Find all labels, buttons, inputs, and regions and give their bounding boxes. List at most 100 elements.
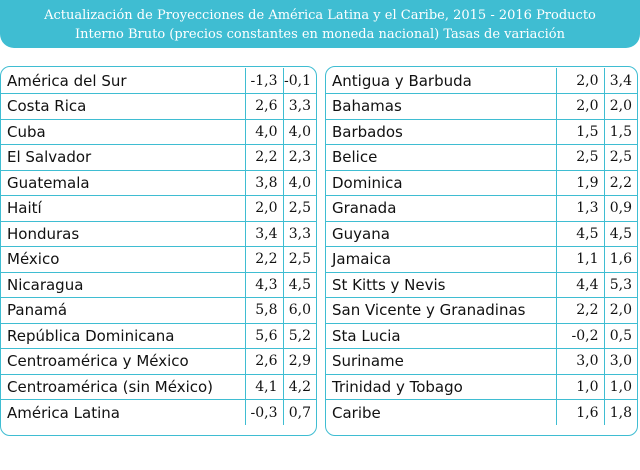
value-2015: 1,5: [555, 119, 604, 145]
value-2016: 3,4: [603, 68, 637, 94]
country-name: República Dominicana: [1, 323, 245, 349]
table-row: Caribe 1,6 1,8: [326, 399, 637, 425]
right-table: Antigua y Barbuda 2,0 3,4 Bahamas 2,0 2,0 Barb…: [326, 68, 637, 425]
country-name: Sta Lucia: [326, 323, 556, 349]
country-name: América del Sur: [1, 68, 245, 94]
value-2016: 1,6: [603, 246, 637, 273]
country-name: Trinidad y Tobago: [326, 374, 556, 400]
country-name: México: [1, 246, 245, 273]
value-2016: -0,1: [282, 68, 316, 94]
table-row: México 2,2 2,5: [1, 246, 316, 273]
country-name: Suriname: [326, 348, 556, 375]
value-2015: 5,6: [244, 323, 283, 349]
table-row: Guatemala 3,8 4,0: [1, 170, 316, 196]
value-2015: 1,0: [555, 374, 604, 400]
table-row: Sta Lucia -0,2 0,5: [326, 323, 637, 349]
value-2015: 2,5: [555, 144, 604, 171]
table-row: Centroamérica y México 2,6 2,9: [1, 348, 316, 375]
value-2015: 4,1: [244, 374, 283, 400]
value-2016: 2,9: [282, 348, 316, 375]
country-name: Bahamas: [326, 93, 556, 120]
value-2015: 1,6: [555, 399, 604, 425]
value-2016: 3,3: [282, 221, 316, 247]
value-2016: 4,5: [603, 221, 637, 247]
value-2015: 4,5: [555, 221, 604, 247]
value-2016: 4,0: [282, 119, 316, 145]
table-row: Dominica 1,9 2,2: [326, 170, 637, 196]
table-row: Antigua y Barbuda 2,0 3,4: [326, 68, 637, 94]
country-name: Belice: [326, 144, 556, 171]
value-2016: 3,0: [603, 348, 637, 375]
value-2016: 0,7: [282, 399, 316, 425]
value-2016: 5,3: [603, 272, 637, 298]
table-row: St Kitts y Nevis 4,4 5,3: [326, 272, 637, 298]
country-name: El Salvador: [1, 144, 245, 171]
right-table-panel: Antigua y Barbuda 2,0 3,4 Bahamas 2,0 2,0 Barb…: [325, 66, 638, 436]
country-name: Dominica: [326, 170, 556, 196]
country-name: Antigua y Barbuda: [326, 68, 556, 94]
value-2016: 2,5: [603, 144, 637, 171]
table-row: El Salvador 2,2 2,3: [1, 144, 316, 171]
country-name: Granada: [326, 195, 556, 222]
value-2016: 5,2: [282, 323, 316, 349]
value-2015: 1,1: [555, 246, 604, 273]
value-2015: 2,2: [244, 246, 283, 273]
country-name: América Latina: [7, 403, 120, 422]
country-name: Barbados: [326, 119, 556, 145]
table-row: Belice 2,5 2,5: [326, 144, 637, 171]
value-2015: 1,3: [555, 195, 604, 222]
table-row: Haití 2,0 2,5: [1, 195, 316, 222]
value-2015: -0,2: [555, 323, 604, 349]
value-2015: 2,0: [244, 195, 283, 222]
table-row: Guyana 4,5 4,5: [326, 221, 637, 247]
table-row: San Vicente y Granadinas 2,2 2,0: [326, 297, 637, 324]
left-table: América del Sur -1,3 -0,1 Costa Rica 2,6 3,3 C…: [1, 68, 316, 425]
table-row: América del Sur -1,3 -0,1: [1, 68, 316, 94]
value-2015: 2,0: [555, 68, 604, 94]
country-name: Haití: [1, 195, 245, 222]
table-row: Honduras 3,4 3,3: [1, 221, 316, 247]
table-row: República Dominicana 5,6 5,2: [1, 323, 316, 349]
value-2016: 4,2: [282, 374, 316, 400]
country-name: Guyana: [326, 221, 556, 247]
value-2016: 1,5: [603, 119, 637, 145]
country-name: Cuba: [1, 119, 245, 145]
value-2015: 4,4: [555, 272, 604, 298]
value-2016: 2,5: [282, 246, 316, 273]
value-2015: 2,0: [555, 93, 604, 120]
title-line-2: Interno Bruto (precios constantes en mon…: [74, 27, 566, 42]
country-name: Centroamérica y México: [1, 348, 245, 375]
country-name: St Kitts y Nevis: [326, 272, 556, 298]
country-name: San Vicente y Granadinas: [326, 297, 556, 324]
table-row: Costa Rica 2,6 3,3: [1, 93, 316, 120]
value-2016: 0,9: [603, 195, 637, 222]
country-name: Panamá: [1, 297, 245, 324]
value-2015: -0,3: [244, 399, 283, 425]
country-name: Caribe: [332, 403, 381, 422]
country-name: Guatemala: [1, 170, 245, 196]
country-name: Honduras: [1, 221, 245, 247]
table-row: Cuba 4,0 4,0: [1, 119, 316, 145]
value-2015: -1,3: [244, 68, 283, 94]
value-2016: 1,0: [603, 374, 637, 400]
value-2016: 2,0: [603, 93, 637, 120]
value-2015: 2,6: [244, 348, 283, 375]
value-2016: 4,5: [282, 272, 316, 298]
value-2016: 3,3: [282, 93, 316, 120]
table-row: Panamá 5,8 6,0: [1, 297, 316, 324]
title-banner: Actualización de Proyecciones de América…: [0, 0, 640, 48]
table-row: América Latina -0,3 0,7: [1, 399, 316, 425]
value-2015: 5,8: [244, 297, 283, 324]
value-2016: 0,5: [603, 323, 637, 349]
country-name: Centroamérica (sin México): [1, 374, 245, 400]
value-2016: 2,5: [282, 195, 316, 222]
value-2015: 2,2: [555, 297, 604, 324]
table-row: Trinidad y Tobago 1,0 1,0: [326, 374, 637, 400]
left-table-panel: América del Sur -1,3 -0,1 Costa Rica 2,6 3,3 C…: [0, 66, 317, 436]
value-2015: 2,6: [244, 93, 283, 120]
country-name: Jamaica: [326, 246, 556, 273]
value-2016: 1,8: [603, 399, 637, 425]
table-row: Barbados 1,5 1,5: [326, 119, 637, 145]
value-2016: 2,2: [603, 170, 637, 196]
table-row: Nicaragua 4,3 4,5: [1, 272, 316, 298]
